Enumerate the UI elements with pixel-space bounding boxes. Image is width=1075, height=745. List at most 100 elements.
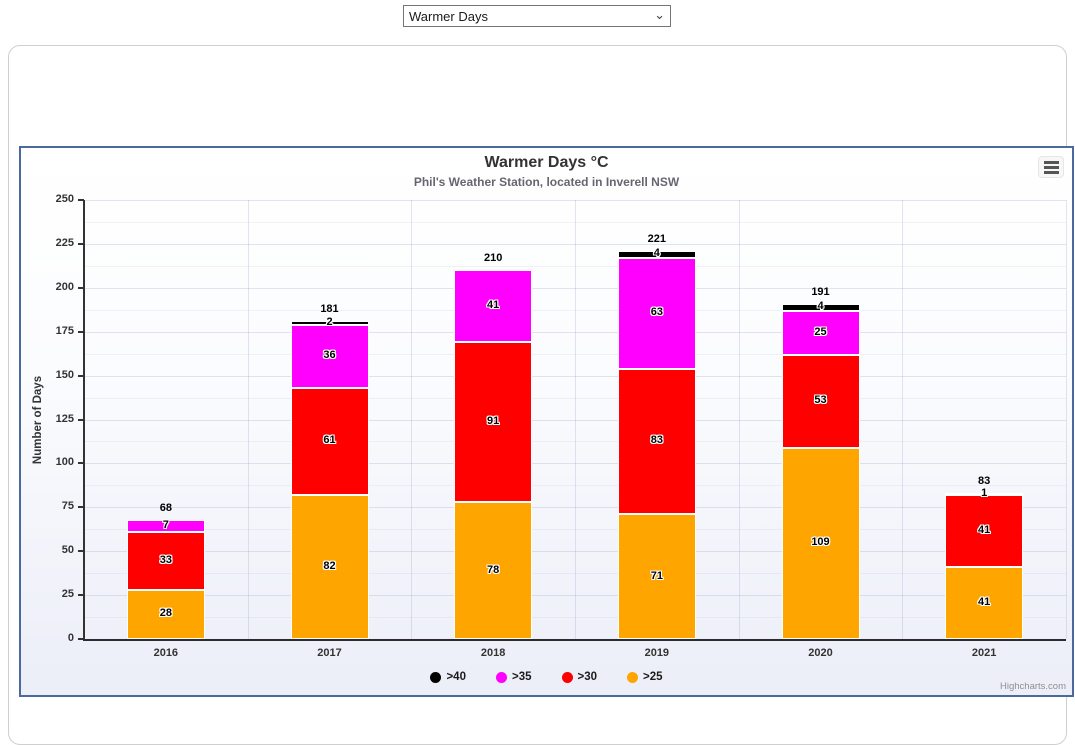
bar-segment-gt30-2019[interactable] xyxy=(617,368,696,515)
category-gridline xyxy=(902,200,904,639)
bar-segment-gt30-2020[interactable] xyxy=(781,354,860,448)
minor-gridline xyxy=(84,353,1066,355)
major-gridline xyxy=(84,375,1066,377)
category-gridline xyxy=(247,200,249,639)
y-axis-tick-label: 25 xyxy=(61,588,74,601)
bar-segment-gt25-2020[interactable] xyxy=(781,447,860,639)
minor-gridline xyxy=(84,221,1066,223)
bar-segment-gt25-2021[interactable] xyxy=(945,567,1024,639)
x-axis-label-2020: 2020 xyxy=(808,647,833,659)
x-axis-line xyxy=(83,639,1066,641)
chart: Warmer Days °C Phil's Weather Station, l… xyxy=(19,146,1074,697)
category-gridline xyxy=(1066,200,1067,639)
minor-gridline xyxy=(84,441,1066,443)
x-axis-label-2017: 2017 xyxy=(317,647,342,659)
bar-segment-gt35-2018[interactable] xyxy=(454,270,533,343)
major-gridline xyxy=(84,243,1066,245)
bar-segment-gt25-2018[interactable] xyxy=(454,502,533,639)
minor-gridline xyxy=(84,397,1066,399)
chart-subtitle: Phil's Weather Station, located in Inver… xyxy=(413,175,680,189)
legend-item-gt25[interactable]: >25 xyxy=(627,671,663,683)
x-axis-label-2016: 2016 xyxy=(153,647,179,659)
bar-segment-gt35-2017[interactable] xyxy=(290,324,369,388)
chart-title: Warmer Days °C xyxy=(484,154,609,171)
hamburger-icon xyxy=(1043,160,1059,174)
stack-total-label: 68 xyxy=(159,501,172,514)
minor-gridline xyxy=(84,265,1066,267)
legend: >40 >35 >30 >25 xyxy=(21,671,1072,683)
bar-segment-gt30-2016[interactable] xyxy=(126,531,205,590)
legend-marker-icon xyxy=(495,671,507,683)
minor-gridline xyxy=(84,573,1066,575)
minor-gridline xyxy=(84,617,1066,619)
y-axis-tick-label: 200 xyxy=(55,280,74,293)
card-panel: Warmer Days °C Phil's Weather Station, l… xyxy=(8,45,1074,745)
y-axis-tick xyxy=(78,286,84,289)
stack-total-label: 210 xyxy=(483,252,503,265)
minor-gridline xyxy=(84,529,1066,531)
legend-item-gt30[interactable]: >30 xyxy=(561,671,598,683)
bar-segment-gt35-2020[interactable] xyxy=(781,310,860,355)
legend-label: >30 xyxy=(577,671,598,683)
major-gridline xyxy=(84,287,1066,289)
y-axis-line xyxy=(83,200,85,639)
bar-segment-gt30-2021[interactable] xyxy=(945,495,1024,567)
category-gridline xyxy=(411,200,413,639)
credits-link[interactable]: Highcharts.com xyxy=(1000,681,1066,692)
bar-segment-gt40-2019[interactable] xyxy=(617,250,696,258)
legend-item-gt35[interactable]: >35 xyxy=(495,671,532,683)
y-axis-tick xyxy=(78,418,84,421)
x-axis-label-2019: 2019 xyxy=(644,647,670,659)
y-axis-tick-label: 0 xyxy=(67,632,74,644)
category-gridline xyxy=(575,200,576,639)
legend-item-gt40[interactable]: >40 xyxy=(430,671,466,683)
y-axis-tick-label: 75 xyxy=(61,500,74,513)
y-axis-tick-label: 175 xyxy=(55,324,74,337)
legend-marker-icon xyxy=(430,671,442,683)
y-axis-tick-label: 150 xyxy=(55,368,74,381)
chart-type-select-wrap: Warmer Days ⌄ xyxy=(403,5,671,27)
top-toolbar: Warmer Days ⌄ xyxy=(0,0,1075,40)
major-gridline xyxy=(84,595,1066,597)
stack-total-label: 83 xyxy=(978,475,991,488)
y-axis-tick xyxy=(78,594,84,597)
bar-segment-gt25-2019[interactable] xyxy=(617,514,696,639)
y-axis-tick xyxy=(78,550,84,553)
legend-marker-icon xyxy=(627,671,639,683)
y-axis-tick-label: 125 xyxy=(55,412,74,425)
bar-segment-gt35-2021[interactable] xyxy=(945,493,1024,496)
bar-segment-gt35-2016[interactable] xyxy=(126,519,205,532)
legend-label: >35 xyxy=(511,671,532,683)
minor-gridline xyxy=(84,309,1066,311)
chart-context-menu-button[interactable] xyxy=(1038,156,1064,178)
major-gridline xyxy=(84,419,1066,421)
bar-segment-gt40-2017[interactable] xyxy=(290,321,369,325)
y-axis-tick xyxy=(78,330,84,333)
major-gridline xyxy=(84,331,1066,333)
category-gridline xyxy=(738,200,740,639)
legend-label: >40 xyxy=(446,671,466,683)
bar-segment-gt25-2016[interactable] xyxy=(126,589,205,639)
stack-total-label: 181 xyxy=(320,303,339,316)
stack-total-label: 191 xyxy=(811,285,830,298)
stack-total-label: 221 xyxy=(647,232,666,245)
major-gridline xyxy=(84,200,1066,201)
bar-segment-gt35-2019[interactable] xyxy=(617,257,696,369)
bar-segment-gt25-2017[interactable] xyxy=(290,495,369,639)
major-gridline xyxy=(84,463,1066,465)
y-axis-tick-label: 50 xyxy=(61,544,74,557)
y-axis-tick-label: 225 xyxy=(55,236,74,249)
bar-segment-gt40-2020[interactable] xyxy=(781,303,860,311)
major-gridline xyxy=(84,507,1066,509)
minor-gridline xyxy=(84,485,1066,487)
y-axis-tick xyxy=(78,506,84,509)
chart-type-select[interactable]: Warmer Days xyxy=(403,5,671,27)
legend-marker-icon xyxy=(561,671,573,683)
y-axis-tick xyxy=(78,462,84,465)
y-axis-tick xyxy=(78,242,84,245)
bar-segment-gt30-2018[interactable] xyxy=(454,342,533,503)
y-axis-tick-label: 100 xyxy=(55,456,74,469)
bar-segment-gt30-2017[interactable] xyxy=(290,387,369,495)
major-gridline xyxy=(84,551,1066,553)
x-axis-label-2021: 2021 xyxy=(971,647,997,659)
